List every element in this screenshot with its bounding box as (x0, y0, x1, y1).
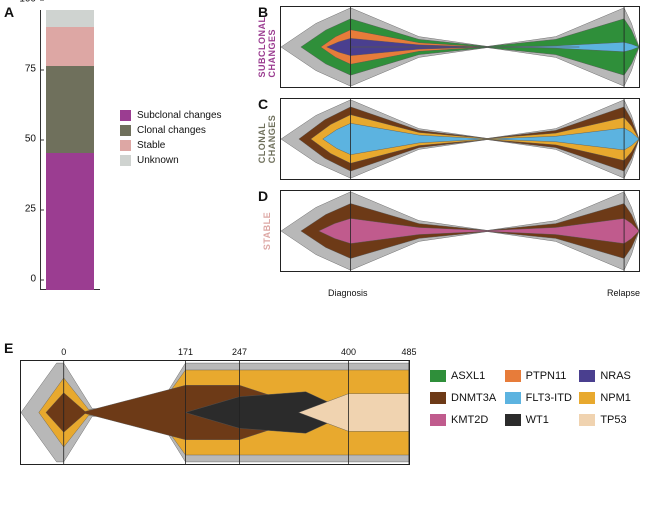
gene-label: DNMT3A (451, 392, 496, 404)
legend-label: Stable (137, 140, 165, 151)
y-tick: 100 (10, 0, 40, 5)
gene-legend-row-PTPN11: PTPN11 (505, 370, 576, 382)
legend-label: Unknown (137, 155, 179, 166)
bar-segment-unknown (46, 10, 94, 27)
legend-swatch (120, 110, 131, 121)
legend-row-subclonal: Subclonal changes (120, 110, 222, 121)
panel-e-tick: 0 (61, 347, 66, 357)
gene-swatch (430, 414, 446, 426)
panel-label-c: C (258, 96, 268, 112)
y-tick: 0 (10, 274, 40, 285)
legend-swatch (120, 155, 131, 166)
side-label-c: CLONALCHANGES (257, 115, 277, 164)
gene-legend-row-NRAS: NRAS (579, 370, 650, 382)
legend-row-stable: Stable (120, 140, 222, 151)
fish-panel-b: SUBCLONALCHANGES (280, 6, 640, 88)
y-axis-ticks: 0255075100 (10, 10, 40, 290)
gene-legend-row-WT1: WT1 (505, 414, 576, 426)
gene-label: WT1 (526, 414, 549, 426)
gene-label: KMT2D (451, 414, 488, 426)
fish-panels-column: SUBCLONALCHANGES CLONALCHANGES STABLE (280, 6, 640, 282)
panel-e-tick: 485 (401, 347, 416, 357)
gene-label: NPM1 (600, 392, 631, 404)
gene-swatch (579, 414, 595, 426)
gene-swatch (505, 392, 521, 404)
gene-legend-row-NPM1: NPM1 (579, 392, 650, 404)
gene-label: TP53 (600, 414, 626, 426)
gene-swatch (579, 392, 595, 404)
gene-swatch (505, 414, 521, 426)
gene-swatch (430, 392, 446, 404)
gene-label: FLT3-ITD (526, 392, 572, 404)
legend-swatch (120, 140, 131, 151)
gene-swatch (579, 370, 595, 382)
gene-legend-row-TP53: TP53 (579, 414, 650, 426)
panel-e-fishplot: 0171247400485 (20, 360, 410, 465)
side-label-d: STABLE (262, 212, 272, 250)
y-tick: 25 (10, 204, 40, 215)
panel-e-tick: 171 (178, 347, 193, 357)
fish-panel-d: STABLE (280, 190, 640, 272)
gene-swatch (505, 370, 521, 382)
legend-label: Clonal changes (137, 125, 206, 136)
fish-panel-c: CLONALCHANGES (280, 98, 640, 180)
bar-segment-clonal (46, 66, 94, 153)
panel-e-tick: 247 (232, 347, 247, 357)
xlabel-diagnosis: Diagnosis (328, 288, 368, 298)
gene-label: PTPN11 (526, 370, 567, 382)
y-axis-line (40, 10, 41, 290)
panel-a-barchart: 0255075100 Percentage of Samples (40, 10, 100, 290)
gene-legend-row-FLT3ITD: FLT3-ITD (505, 392, 576, 404)
legend-swatch (120, 125, 131, 136)
xlabel-relapse: Relapse (607, 288, 640, 298)
stacked-bar (46, 10, 94, 290)
legend-label: Subclonal changes (137, 110, 222, 121)
legend-row-unknown: Unknown (120, 155, 222, 166)
y-tick: 75 (10, 64, 40, 75)
y-tick: 50 (10, 134, 40, 145)
gene-label: NRAS (600, 370, 631, 382)
legend-row-clonal: Clonal changes (120, 125, 222, 136)
panel-label-d: D (258, 188, 268, 204)
panel-label-e: E (4, 340, 13, 356)
gene-legend-row-ASXL1: ASXL1 (430, 370, 501, 382)
gene-legend-row-DNMT3A: DNMT3A (430, 392, 501, 404)
gene-swatch (430, 370, 446, 382)
bar-segment-subclonal (46, 153, 94, 290)
gene-legend-row-KMT2D: KMT2D (430, 414, 501, 426)
panel-e-tick: 400 (341, 347, 356, 357)
side-label-b: SUBCLONALCHANGES (257, 17, 277, 78)
gene-legend: ASXL1 PTPN11 NRAS DNMT3A FLT3-ITD NPM1 KMT2D WT… (430, 370, 650, 426)
panel-a-legend: Subclonal changes Clonal changes Stable Unk… (120, 110, 222, 170)
gene-label: ASXL1 (451, 370, 485, 382)
bar-segment-stable (46, 27, 94, 66)
